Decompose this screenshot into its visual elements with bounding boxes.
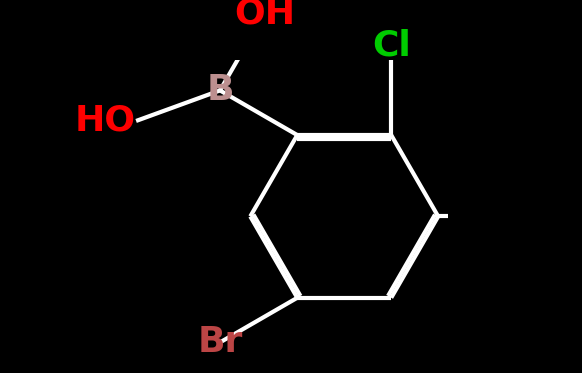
Text: Br: Br (197, 325, 243, 360)
Text: OH: OH (234, 0, 295, 30)
Text: Cl: Cl (372, 29, 410, 63)
Text: HO: HO (75, 104, 136, 138)
Text: B: B (206, 73, 234, 107)
